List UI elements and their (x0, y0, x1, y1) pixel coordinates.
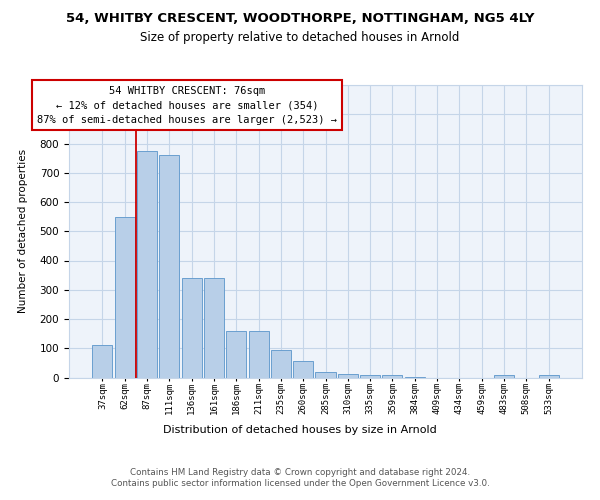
Bar (137, 151, 157, 378)
Bar (360, 374, 380, 378)
Text: Distribution of detached houses by size in Arnold: Distribution of detached houses by size … (163, 425, 437, 435)
Bar (92, 346, 112, 378)
Bar (271, 350, 291, 378)
Bar (382, 375, 403, 378)
Bar (248, 330, 269, 378)
Text: 54 WHITBY CRESCENT: 76sqm
← 12% of detached houses are smaller (354)
87% of semi: 54 WHITBY CRESCENT: 76sqm ← 12% of detac… (37, 86, 337, 126)
Bar (405, 377, 425, 378)
Text: 54, WHITBY CRESCENT, WOODTHORPE, NOTTINGHAM, NG5 4LY: 54, WHITBY CRESCENT, WOODTHORPE, NOTTING… (66, 12, 534, 26)
Bar (115, 216, 135, 378)
Bar (159, 155, 179, 378)
Bar (204, 278, 224, 378)
Bar (226, 330, 246, 378)
Bar (182, 278, 202, 378)
Bar (494, 374, 514, 378)
Bar (338, 374, 358, 378)
Y-axis label: Number of detached properties: Number of detached properties (17, 149, 28, 314)
Text: Size of property relative to detached houses in Arnold: Size of property relative to detached ho… (140, 31, 460, 44)
Bar (539, 374, 559, 378)
Text: Contains HM Land Registry data © Crown copyright and database right 2024.
Contai: Contains HM Land Registry data © Crown c… (110, 468, 490, 487)
Bar (316, 372, 335, 378)
Bar (293, 362, 313, 378)
